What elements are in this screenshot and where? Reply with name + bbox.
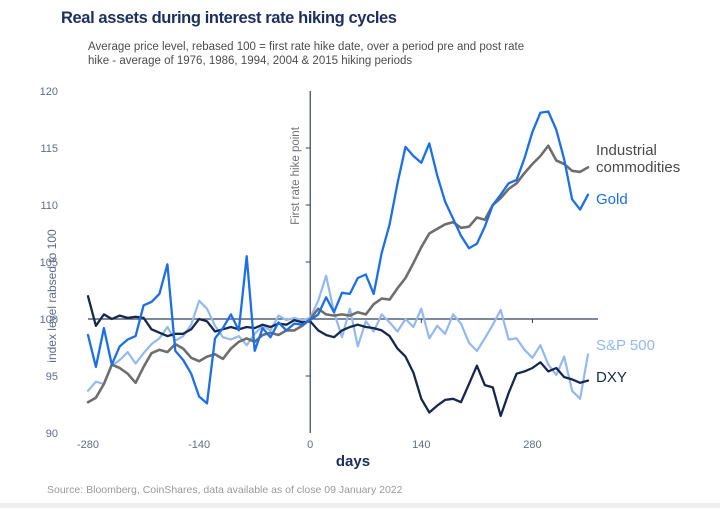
x-tick-label: 140 — [412, 439, 430, 451]
y-tick-label: 110 — [40, 200, 58, 212]
series-line-dxy — [86, 295, 590, 418]
y-tick-label: 105 — [40, 257, 58, 269]
series-label-dxy: DXY — [596, 369, 627, 386]
x-axis-title: days — [335, 453, 371, 470]
page-title: Real assets during interest rate hiking … — [61, 9, 397, 27]
first-rate-hike-annotation: First rate hike point — [290, 127, 302, 225]
chart-subtitle-line2: hike - average of 1976, 1986, 1994, 2004… — [88, 55, 413, 67]
x-tick-label: -140 — [188, 439, 210, 451]
x-tick-label: 280 — [523, 439, 541, 451]
bottom-divider — [0, 503, 720, 508]
series-line-industrial-commodities — [86, 144, 590, 404]
series-line-gold — [86, 110, 590, 405]
y-axis-title: index level rabsed to 100 — [45, 229, 59, 363]
series-label-industrial-commodities: Industrial commodities — [596, 142, 681, 176]
x-tick-label: -280 — [77, 439, 99, 451]
x-tick-label: 0 — [307, 439, 313, 451]
series-label-gold: Gold — [596, 191, 628, 208]
source-attribution: Source: Bloomberg, CoinShares, data avai… — [47, 484, 403, 496]
y-tick-label: 95 — [46, 371, 58, 383]
chart-subtitle: Average price level, rebased 100 = first… — [88, 40, 524, 68]
chart-subtitle-line1: Average price level, rebased 100 = first… — [88, 41, 525, 53]
y-tick-label: 90 — [46, 428, 58, 440]
y-tick-label: 100 — [40, 314, 58, 326]
y-tick-label: 115 — [40, 143, 58, 155]
series-label-sp500: S&P 500 — [596, 337, 655, 354]
y-tick-label: 120 — [40, 86, 58, 98]
